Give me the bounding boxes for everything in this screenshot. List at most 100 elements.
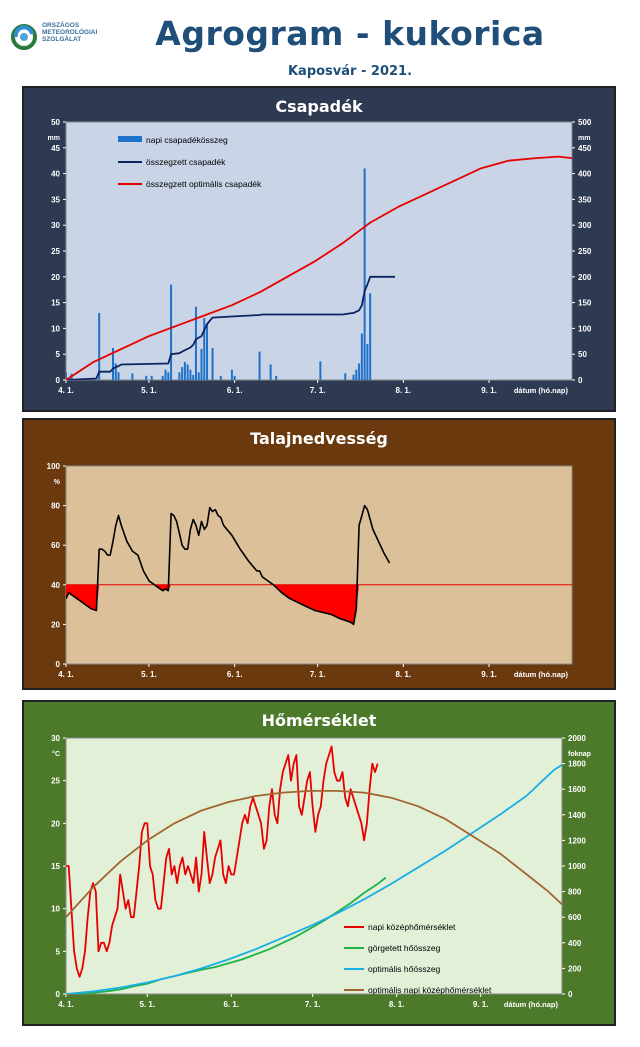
chart-svg: Hőmérséklet 0 5 10 15 20 25 30 °C 0 200 400 600 800 10… [24, 702, 614, 1024]
y-right-tick-label: 450 [578, 144, 592, 153]
precip-bar [352, 374, 355, 380]
y-tick-label: 20 [51, 620, 60, 629]
precip-bar [98, 312, 101, 380]
legend-label: optimális hőösszeg [368, 964, 441, 974]
y-right-tick-label: 800 [568, 888, 582, 897]
y-axis-label: °C [52, 750, 60, 758]
y-right-tick-label: 500 [578, 118, 592, 127]
precip-bar [319, 361, 322, 380]
y-right-tick-label: 0 [568, 990, 573, 999]
precip-bar [181, 367, 184, 380]
y-right-tick-label: 250 [578, 247, 592, 256]
x-tick-label: 4. 1. [58, 670, 74, 679]
x-tick-label: 7. 1. [310, 670, 326, 679]
y-right-tick-label: 0 [578, 376, 583, 385]
x-tick-label: 5. 1. [140, 1000, 156, 1009]
logo-line: ORSZÁGOS [42, 22, 80, 29]
precip-bar [194, 306, 197, 380]
precip-bar [170, 284, 173, 380]
chart-title: Csapadék [275, 97, 363, 116]
y-tick-label: 0 [56, 376, 61, 385]
plot-area [65, 465, 573, 665]
x-tick-label: 8. 1. [396, 386, 412, 395]
x-tick-label: 9. 1. [473, 1000, 489, 1009]
y-right-tick-label: 400 [568, 939, 582, 948]
series-line-0 [66, 504, 391, 626]
precip-bar [145, 375, 148, 380]
legend-swatch [118, 136, 142, 142]
y-right-tick-label: 200 [568, 964, 582, 973]
y-tick-label: 30 [51, 734, 60, 743]
x-axis-label: dátum (hó.nap) [514, 386, 569, 395]
temperature-chart-panel: Hőmérséklet 0 5 10 15 20 25 30 °C 0 200 400 600 800 10… [22, 700, 616, 1026]
x-axis-label: dátum (hó.nap) [504, 1000, 559, 1009]
x-tick-label: 7. 1. [305, 1000, 321, 1009]
precip-bar [269, 364, 272, 380]
y-tick-label: 40 [51, 581, 60, 590]
precip-bar [233, 375, 236, 380]
y-right-tick-label: 1600 [568, 785, 586, 794]
deficit-area [66, 584, 390, 625]
x-tick-label: 8. 1. [396, 670, 412, 679]
y-right-tick-label: 1200 [568, 836, 586, 845]
y-tick-label: 15 [51, 862, 60, 871]
logo-swirl-icon [11, 24, 37, 50]
y-tick-label: 60 [51, 541, 60, 550]
chart-title: Talajnedvesség [250, 429, 388, 448]
logo-line: SZOLGÁLAT [42, 36, 82, 43]
logo-text: ORSZÁGOS METEOROLÓGIAI SZOLGÁLAT [42, 22, 97, 43]
y-tick-label: 0 [56, 990, 61, 999]
x-tick-label: 5. 1. [141, 670, 157, 679]
chart-svg: Csapadék 0 5 10 15 20 25 30 35 40 45 50 mm 0 50 100 150 2… [24, 88, 614, 410]
y-right-tick-label: 2000 [568, 734, 586, 743]
plot-series-group [66, 504, 572, 626]
series-line-3 [66, 790, 562, 918]
precip-bar [275, 375, 278, 380]
soil-moisture-chart-panel: Talajnedvesség 0 20 40 60 80 100% 4. 1. 5. 1. 6. … [22, 418, 616, 690]
series-line-2 [66, 155, 572, 380]
y-right-axis-label: foknap [568, 751, 591, 758]
y-tick-label: 45 [51, 144, 60, 153]
x-tick-label: 4. 1. [58, 386, 74, 395]
y-tick-label: 100 [47, 462, 61, 471]
precip-bar [197, 372, 200, 380]
y-tick-label: 30 [51, 221, 60, 230]
precip-bar [161, 375, 164, 380]
precip-bar [369, 293, 372, 380]
y-right-axis-label: mm [578, 135, 590, 142]
plot-area [65, 121, 573, 381]
y-tick-label: 20 [51, 273, 60, 282]
x-axis-label: dátum (hó.nap) [514, 670, 569, 679]
y-tick-label: 10 [51, 324, 60, 333]
series-line-1 [66, 876, 387, 994]
legend-label: napi középhőmérséklet [368, 922, 456, 932]
y-axis-label: mm [48, 135, 60, 142]
y-right-tick-label: 1800 [568, 760, 586, 769]
x-tick-label: 7. 1. [310, 386, 326, 395]
precip-bar [360, 333, 363, 380]
precip-bar [186, 364, 189, 380]
precip-bar [211, 348, 214, 380]
y-tick-label: 80 [51, 502, 60, 511]
y-tick-label: 15 [51, 299, 60, 308]
chart-svg: Talajnedvesség 0 20 40 60 80 100% 4. 1. 5. 1. 6. … [24, 420, 614, 688]
legend-label: összegzett csapadék [146, 157, 226, 167]
y-right-tick-label: 600 [568, 913, 582, 922]
precip-bar [114, 363, 117, 380]
x-tick-label: 6. 1. [224, 1000, 240, 1009]
page-title: Agrogram - kukorica [155, 14, 545, 53]
precip-bar [112, 348, 115, 380]
precip-bar [358, 363, 361, 380]
x-tick-label: 5. 1. [141, 386, 157, 395]
y-axis-label: % [54, 479, 61, 486]
x-tick-label: 9. 1. [481, 670, 497, 679]
precip-bar [203, 318, 206, 380]
x-tick-label: 6. 1. [227, 386, 243, 395]
y-right-tick-label: 50 [578, 350, 587, 359]
y-tick-label: 10 [51, 905, 60, 914]
precip-bar [366, 343, 369, 380]
x-tick-label: 8. 1. [389, 1000, 405, 1009]
plot-series-group [66, 155, 572, 380]
y-right-tick-label: 300 [578, 221, 592, 230]
page-subtitle: Kaposvár - 2021. [287, 64, 413, 79]
